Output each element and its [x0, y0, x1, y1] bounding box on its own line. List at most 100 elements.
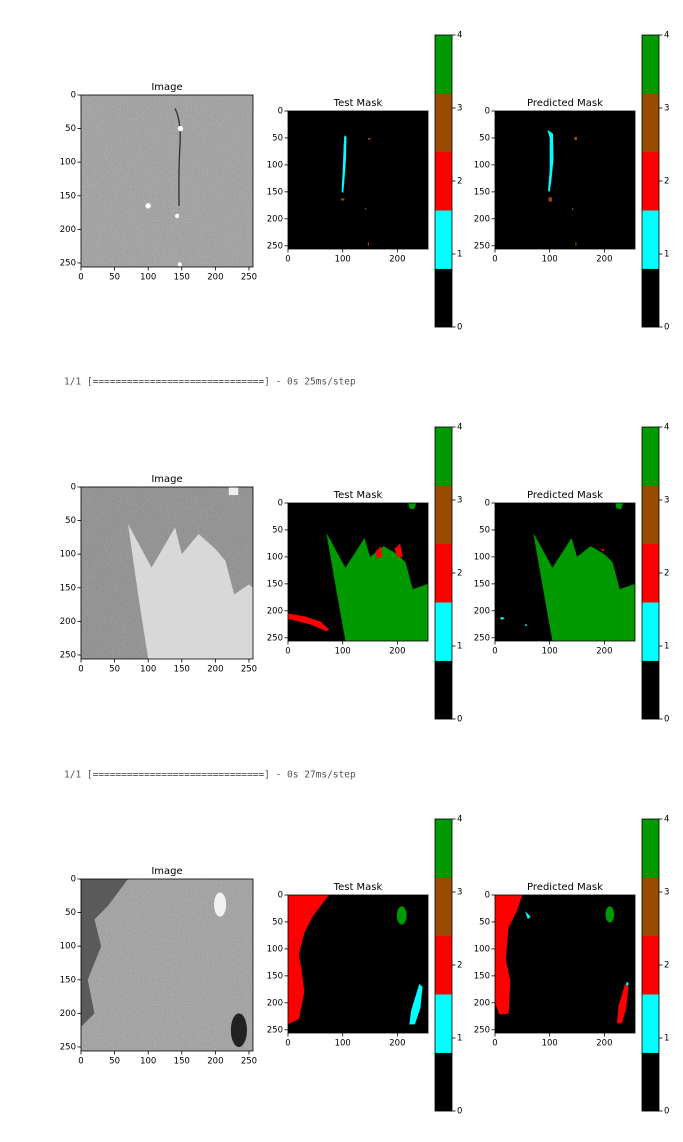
colorbar-segment	[642, 210, 659, 269]
colorbar-segment	[642, 877, 659, 937]
sar-image	[81, 487, 253, 659]
colorbar-tick-label: 3	[457, 888, 462, 898]
colorbar-tick-label: 4	[457, 815, 462, 825]
colorbar-segment	[642, 268, 659, 328]
panel-title: Predicted Mask	[527, 98, 603, 109]
y-tick-label: 0	[485, 107, 490, 117]
x-tick-label: 0	[285, 255, 290, 265]
mask-region	[605, 906, 615, 923]
y-tick-label: 0	[485, 499, 490, 509]
y-tick-label: 250	[267, 1025, 283, 1035]
y-tick-label: 50	[65, 124, 76, 134]
progress-log: 1/1 [==============================] - 0…	[64, 770, 356, 781]
colorbar-tick-label: 4	[664, 31, 669, 41]
colorbar-tick-label: 4	[457, 31, 462, 41]
colorbar-tick-label: 3	[664, 888, 669, 898]
x-tick-label: 200	[596, 647, 612, 657]
colorbar-tick-label: 2	[664, 961, 669, 971]
mask-region	[288, 895, 330, 1025]
colorbar-segment	[435, 935, 452, 995]
colorbar-tick-label: 4	[457, 423, 462, 433]
bright-region	[128, 523, 253, 659]
colorbar-tick-label: 1	[664, 642, 669, 652]
bright-spot	[175, 213, 180, 218]
mask-region	[341, 135, 347, 193]
y-tick-label: 150	[267, 579, 283, 589]
y-tick-label: 150	[60, 975, 76, 985]
x-tick-label: 200	[207, 273, 223, 283]
x-tick-label: 100	[542, 647, 558, 657]
x-tick-label: 150	[174, 665, 190, 675]
y-tick-label: 200	[267, 606, 283, 616]
panel-title: Test Mask	[333, 98, 383, 109]
mask-region	[375, 546, 383, 558]
y-tick-label: 200	[474, 214, 490, 224]
colorbar-segment	[435, 660, 452, 720]
mask-region	[548, 197, 552, 202]
y-tick-label: 0	[278, 499, 283, 509]
colorbar-segment	[435, 819, 452, 878]
mask-region	[525, 624, 527, 626]
y-tick-label: 250	[60, 650, 76, 660]
y-tick-label: 100	[474, 160, 490, 170]
y-tick-label: 150	[60, 583, 76, 593]
mask-region	[396, 906, 407, 925]
panel-title: Image	[151, 474, 182, 485]
colorbar-segment	[642, 994, 659, 1053]
dark-streaks	[81, 879, 129, 1027]
x-tick-label: 150	[174, 273, 190, 283]
colorbar-tick-label: 1	[457, 1034, 462, 1044]
colorbar-tick-label: 1	[457, 642, 462, 652]
colorbar-segment	[435, 602, 452, 661]
x-tick-label: 100	[140, 273, 156, 283]
mask-region	[626, 982, 629, 986]
y-tick-label: 100	[474, 552, 490, 562]
colorbar-tick-label: 4	[664, 423, 669, 433]
y-tick-label: 0	[71, 483, 76, 493]
colorbar-segment	[642, 935, 659, 995]
x-tick-label: 200	[207, 1057, 223, 1067]
y-tick-label: 250	[474, 633, 490, 643]
colorbar-tick-label: 4	[664, 815, 669, 825]
y-tick-label: 200	[60, 225, 76, 235]
x-tick-label: 100	[140, 1057, 156, 1067]
colorbar-tick-label: 0	[664, 1107, 669, 1117]
y-tick-label: 100	[60, 158, 76, 168]
y-tick-label: 250	[60, 1042, 76, 1052]
mask	[495, 895, 635, 1033]
x-tick-label: 0	[492, 255, 497, 265]
x-tick-label: 250	[241, 665, 257, 675]
mask-region	[367, 242, 369, 246]
mask-region	[326, 532, 428, 641]
y-tick-label: 150	[474, 187, 490, 197]
x-tick-label: 100	[335, 647, 351, 657]
mask-region	[547, 129, 554, 192]
x-tick-label: 0	[492, 647, 497, 657]
colorbar-tick-label: 0	[457, 1107, 462, 1117]
x-tick-label: 0	[285, 647, 290, 657]
colorbar-tick-label: 0	[664, 715, 669, 725]
colorbar-tick-label: 3	[664, 104, 669, 114]
dark-region	[230, 1013, 247, 1047]
y-tick-label: 0	[485, 891, 490, 901]
y-tick-label: 200	[60, 617, 76, 627]
axes-frame	[494, 894, 636, 1034]
colorbar-segment	[435, 877, 452, 937]
colorbar-segment	[642, 819, 659, 878]
x-tick-label: 200	[389, 1039, 405, 1049]
mask-region	[575, 242, 577, 246]
mask-bg	[288, 111, 428, 249]
slick	[174, 108, 181, 206]
mask-region	[533, 532, 635, 641]
y-tick-label: 50	[272, 133, 283, 143]
y-tick-label: 200	[474, 998, 490, 1008]
y-tick-label: 50	[65, 516, 76, 526]
y-tick-label: 150	[474, 579, 490, 589]
colorbar-tick-label: 3	[664, 496, 669, 506]
y-tick-label: 150	[267, 971, 283, 981]
colorbar-tick-label: 3	[457, 104, 462, 114]
panel-title: Predicted Mask	[527, 490, 603, 501]
panel-title: Test Mask	[333, 490, 383, 501]
y-tick-label: 250	[267, 241, 283, 251]
